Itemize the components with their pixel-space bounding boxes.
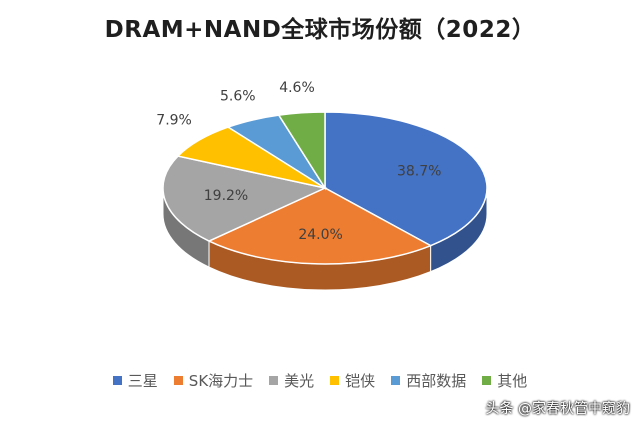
data-label-2: 19.2% — [204, 188, 248, 204]
legend-label: SK海力士 — [188, 372, 254, 390]
legend-item: 三星 — [112, 370, 158, 391]
legend-label: 三星 — [127, 372, 158, 390]
legend-swatch — [112, 376, 122, 385]
data-label-0: 38.7% — [397, 164, 441, 180]
watermark: 头条 @家春秋管中窥豹 — [485, 401, 630, 417]
legend-label: 美光 — [284, 372, 315, 390]
legend-label: 西部数据 — [406, 372, 467, 390]
legend-swatch — [269, 376, 279, 385]
data-label-4: 5.6% — [220, 89, 256, 105]
legend-label: 其他 — [497, 372, 528, 390]
chart-title: DRAM+NAND全球市场份额（2022） — [104, 17, 536, 43]
legend-item: 其他 — [482, 370, 527, 391]
legend-swatch — [391, 376, 401, 385]
legend-item: 西部数据 — [391, 370, 466, 391]
data-label-1: 24.0% — [298, 227, 342, 243]
data-label-3: 7.9% — [156, 113, 192, 129]
legend-item: 美光 — [269, 370, 314, 391]
legend-item: SK海力士 — [173, 370, 254, 391]
legend-swatch — [330, 376, 340, 385]
pie-slice-2 — [162, 155, 328, 242]
legend-swatch — [173, 376, 183, 385]
legend-swatch — [482, 376, 492, 385]
pie-slice-5 — [277, 111, 326, 191]
legend-item: 铠侠 — [330, 370, 375, 391]
legend-label: 铠侠 — [345, 372, 376, 390]
data-label-5: 4.6% — [279, 80, 315, 96]
legend: 三星 SK海力士 美光 铠侠 西部数据 其他 — [0, 370, 640, 391]
pie-slice-0 — [324, 111, 488, 247]
pie-slice-1 — [207, 187, 433, 265]
